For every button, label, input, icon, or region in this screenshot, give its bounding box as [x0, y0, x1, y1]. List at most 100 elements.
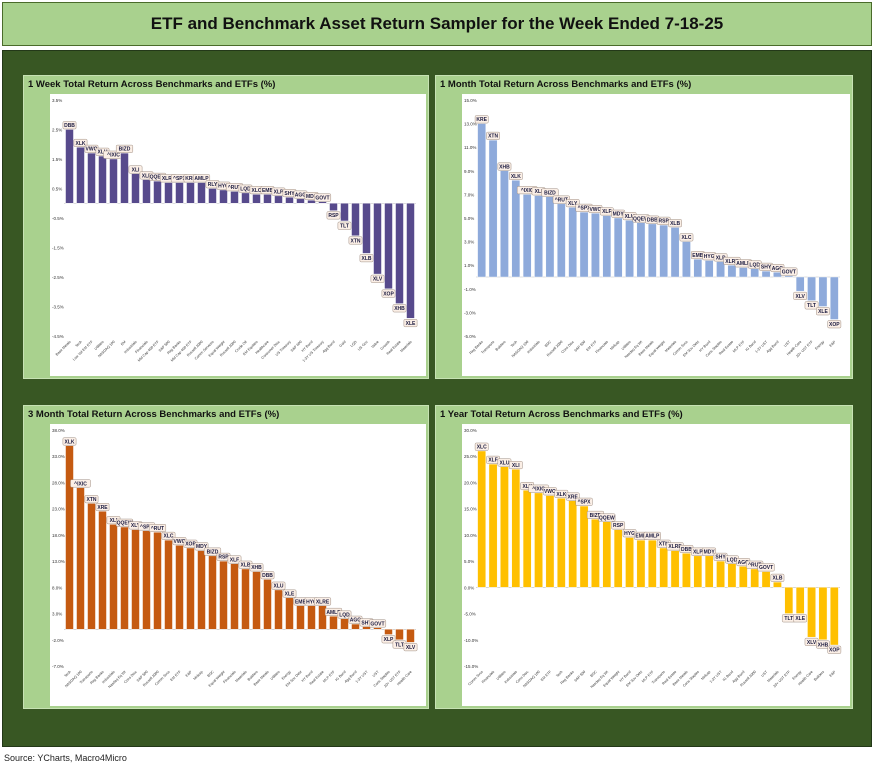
bar: [727, 264, 737, 278]
bar-label: XHB: [816, 640, 830, 649]
bar-label-text: HYG: [624, 531, 635, 537]
x-tick-label: MLP ETF: [732, 339, 746, 353]
bar: [693, 259, 703, 278]
bar: [716, 560, 725, 588]
chart-3-month: -7.0% -2.0% 3.0% 8.0% 13.0% 18.0% 23.0% 28.0% 33…: [50, 424, 426, 706]
y-tick-label: -2.0%: [52, 638, 64, 643]
bar-label-text: QQEW: [150, 175, 166, 181]
bar: [602, 521, 612, 588]
bar: [522, 194, 532, 278]
y-axis: -7.0% -2.0% 3.0% 8.0% 13.0% 18.0% 23.0% 28.0% 33…: [52, 428, 65, 669]
bar-label: XOP: [827, 320, 842, 329]
bar-label: XRE: [95, 503, 110, 512]
bar-label: XLB: [770, 573, 785, 582]
bar: [511, 469, 521, 588]
bar-label-box: [260, 571, 275, 580]
bar-label: RSP: [611, 521, 626, 530]
bar-label: XTN: [84, 495, 99, 504]
chart-1-month: -5.0% -3.0% -1.0% 1.0% 3.0% 5.0% 7.0% 9.0% 11.0%…: [462, 94, 850, 376]
bar-label: XLP: [381, 635, 396, 644]
bar-label-text: XLK: [65, 439, 75, 445]
y-tick-label: 0.0%: [464, 585, 474, 590]
bar-label-box: [575, 497, 593, 506]
bar: [186, 182, 195, 204]
bar: [704, 555, 714, 588]
bar: [488, 463, 498, 588]
bar: [76, 147, 85, 204]
bar-label-text: VWO: [589, 207, 601, 213]
bar: [795, 276, 805, 292]
bar-label-text: XLI: [512, 463, 520, 469]
bar-label-text: DBB: [647, 218, 658, 224]
x-tick-label: UST: [783, 339, 791, 347]
bar-label: XLB: [668, 219, 682, 228]
bar-label-text: XLRE: [725, 259, 739, 265]
bar-label-text: RSP: [659, 219, 670, 225]
bar-label-text: XLF: [230, 557, 239, 563]
x-tick-label: Tech: [555, 670, 563, 678]
bar: [807, 587, 816, 638]
bar-label-text: ^IXIC: [532, 487, 545, 493]
bar-label-box: [643, 531, 661, 540]
bar: [659, 547, 668, 588]
bar: [648, 223, 657, 278]
x-tick-label: S&P 500: [573, 670, 586, 683]
bar-label-text: TLT: [395, 642, 404, 648]
bar: [545, 495, 555, 588]
bar: [175, 545, 184, 630]
bar-label-text: GOVT: [782, 269, 796, 275]
bar-label-text: ^SPX: [173, 176, 187, 182]
x-tick-label: Value: [371, 340, 380, 349]
bar-label-text: XLC: [477, 445, 487, 451]
bar: [76, 487, 85, 630]
bar-label-text: ^SPX: [578, 500, 592, 506]
bar: [296, 198, 305, 204]
x-tick-label: MLP ETF: [322, 669, 336, 683]
x-tick-label: Mid Cap 400 ETF: [137, 339, 160, 362]
bar-label-text: ^RUT: [228, 185, 241, 191]
bar-label-box: [381, 289, 396, 298]
x-tick-label: 1-3Y UST: [355, 669, 370, 684]
bar: [230, 191, 239, 204]
bar-label: XTN: [486, 131, 500, 140]
x-tick-label: EM ETF: [170, 669, 183, 682]
bar-label-box: [326, 211, 341, 220]
bar: [384, 629, 393, 635]
x-tick-label: 1-3Y UST: [709, 669, 724, 684]
bar-label-text: XLU: [98, 150, 108, 156]
bar-label-text: EMB: [692, 253, 704, 259]
bar-label-text: XTN: [659, 542, 669, 548]
bar-label-text: XLE: [406, 321, 416, 327]
x-tick-label: Materials: [400, 340, 413, 353]
y-tick-label: 8.0%: [52, 585, 62, 590]
bar: [773, 581, 782, 588]
bar-label-text: GOVT: [315, 195, 329, 201]
y-tick-label: 28.0%: [52, 480, 65, 485]
bar-label: XLE: [403, 319, 418, 328]
bar-label-text: XLK: [556, 492, 566, 498]
y-tick-label: -2.5%: [52, 275, 64, 280]
y-tick-label: 13.0%: [464, 122, 477, 127]
bar-label-text: XHB: [818, 642, 829, 648]
bar: [648, 539, 657, 588]
y-tick-label: -4.5%: [52, 334, 64, 339]
bar-label: MDY: [611, 209, 626, 218]
bar: [636, 539, 646, 588]
bar-label-text: KRE: [185, 176, 196, 182]
bar-label: QQEW: [598, 513, 616, 522]
bar-label-box: [148, 524, 167, 533]
bar-label-text: HYG: [218, 184, 229, 190]
bar-label: AGG: [348, 615, 363, 624]
bar-label-text: XLK: [76, 141, 86, 147]
bar: [500, 170, 509, 278]
x-tick-label: Midcap: [193, 670, 204, 681]
y-tick-label: 15.0%: [464, 98, 477, 103]
title-bar: ETF and Benchmark Asset Return Sampler f…: [2, 2, 872, 46]
x-tick-label: BDC: [589, 670, 597, 678]
bar: [197, 182, 206, 204]
bar: [682, 553, 691, 588]
bar-label-box: [282, 589, 297, 598]
bar: [602, 215, 612, 278]
bar-label-box: [271, 581, 286, 590]
